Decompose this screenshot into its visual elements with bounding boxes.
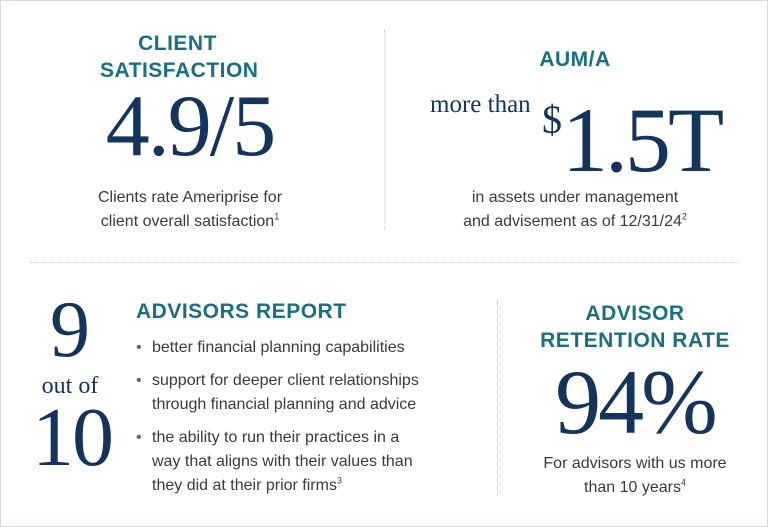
list-item-line: better financial planning capabilities	[152, 339, 405, 356]
advisors-report-list: • better financial planning capabilities…	[136, 336, 476, 507]
list-item-line: the ability to run their practices in a	[152, 429, 400, 446]
bullet-icon: •	[136, 429, 142, 446]
aum-currency-symbol: $	[542, 97, 562, 142]
client-satisfaction-heading: CLIENT SATISFACTION	[100, 30, 259, 84]
client-satisfaction-heading-line1: CLIENT	[138, 32, 217, 55]
retention-desc-line2: than 10 years4	[520, 476, 750, 500]
aum-desc-line1: in assets under management	[471, 189, 679, 206]
client-satisfaction-heading-line2: SATISFACTION	[100, 59, 259, 82]
bullet-icon: •	[136, 372, 142, 389]
footnote-marker: 3	[336, 475, 342, 486]
retention-heading: ADVISOR RETENTION RATE	[520, 300, 750, 354]
divider-vertical-top	[384, 30, 385, 230]
retention-description: For advisors with us more than 10 years4	[520, 452, 750, 500]
aum-desc-line2-text: and advisement as of 12/31/24	[463, 213, 682, 230]
list-item-line-text: they did at their prior firms	[152, 477, 337, 494]
footnote-marker: 1	[274, 211, 280, 222]
retention-heading-line1: ADVISOR	[585, 302, 685, 325]
client-satisfaction-desc-line1: Clients rate Ameriprise for	[97, 189, 283, 206]
client-satisfaction-description: Clients rate Ameriprise for client overa…	[60, 186, 320, 234]
list-item-line: support for deeper client relationships	[152, 372, 419, 389]
client-satisfaction-desc-line2-text: client overall satisfaction	[100, 213, 275, 230]
advisors-report-denominator: 10	[32, 391, 114, 484]
retention-desc-line2-text: than 10 years	[584, 479, 681, 496]
list-item-line: they did at their prior firms3	[152, 474, 476, 498]
aum-prefix: more than	[430, 91, 531, 118]
aum-description: in assets under management and advisemen…	[430, 186, 720, 234]
aum-desc-line2: and advisement as of 12/31/242	[430, 210, 720, 234]
list-item-line: way that aligns with their values than	[152, 453, 413, 470]
list-item: • better financial planning capabilities	[136, 336, 476, 360]
client-satisfaction-desc-line2: client overall satisfaction1	[60, 210, 320, 234]
aum-heading: AUM/A	[539, 48, 611, 71]
advisors-report-numerator: 9	[50, 286, 90, 374]
list-item: • the ability to run their practices in …	[136, 426, 476, 498]
retention-value: 94%	[555, 351, 718, 453]
retention-desc-line1: For advisors with us more	[543, 455, 727, 472]
advisors-report-out-of: out of	[41, 373, 99, 399]
footnote-marker: 4	[680, 477, 686, 488]
bullet-icon: •	[136, 339, 142, 356]
retention-heading-line2: RETENTION RATE	[540, 329, 730, 352]
divider-horizontal	[30, 262, 738, 263]
aum-value: 1.5T	[562, 89, 724, 191]
footnote-marker: 2	[681, 211, 687, 222]
list-item: • support for deeper client relationship…	[136, 369, 476, 417]
advisors-report-heading: ADVISORS REPORT	[136, 300, 347, 323]
divider-vertical-bottom	[497, 300, 498, 496]
client-satisfaction-value: 4.9/5	[105, 78, 276, 175]
list-item-line: through financial planning and advice	[152, 396, 417, 413]
